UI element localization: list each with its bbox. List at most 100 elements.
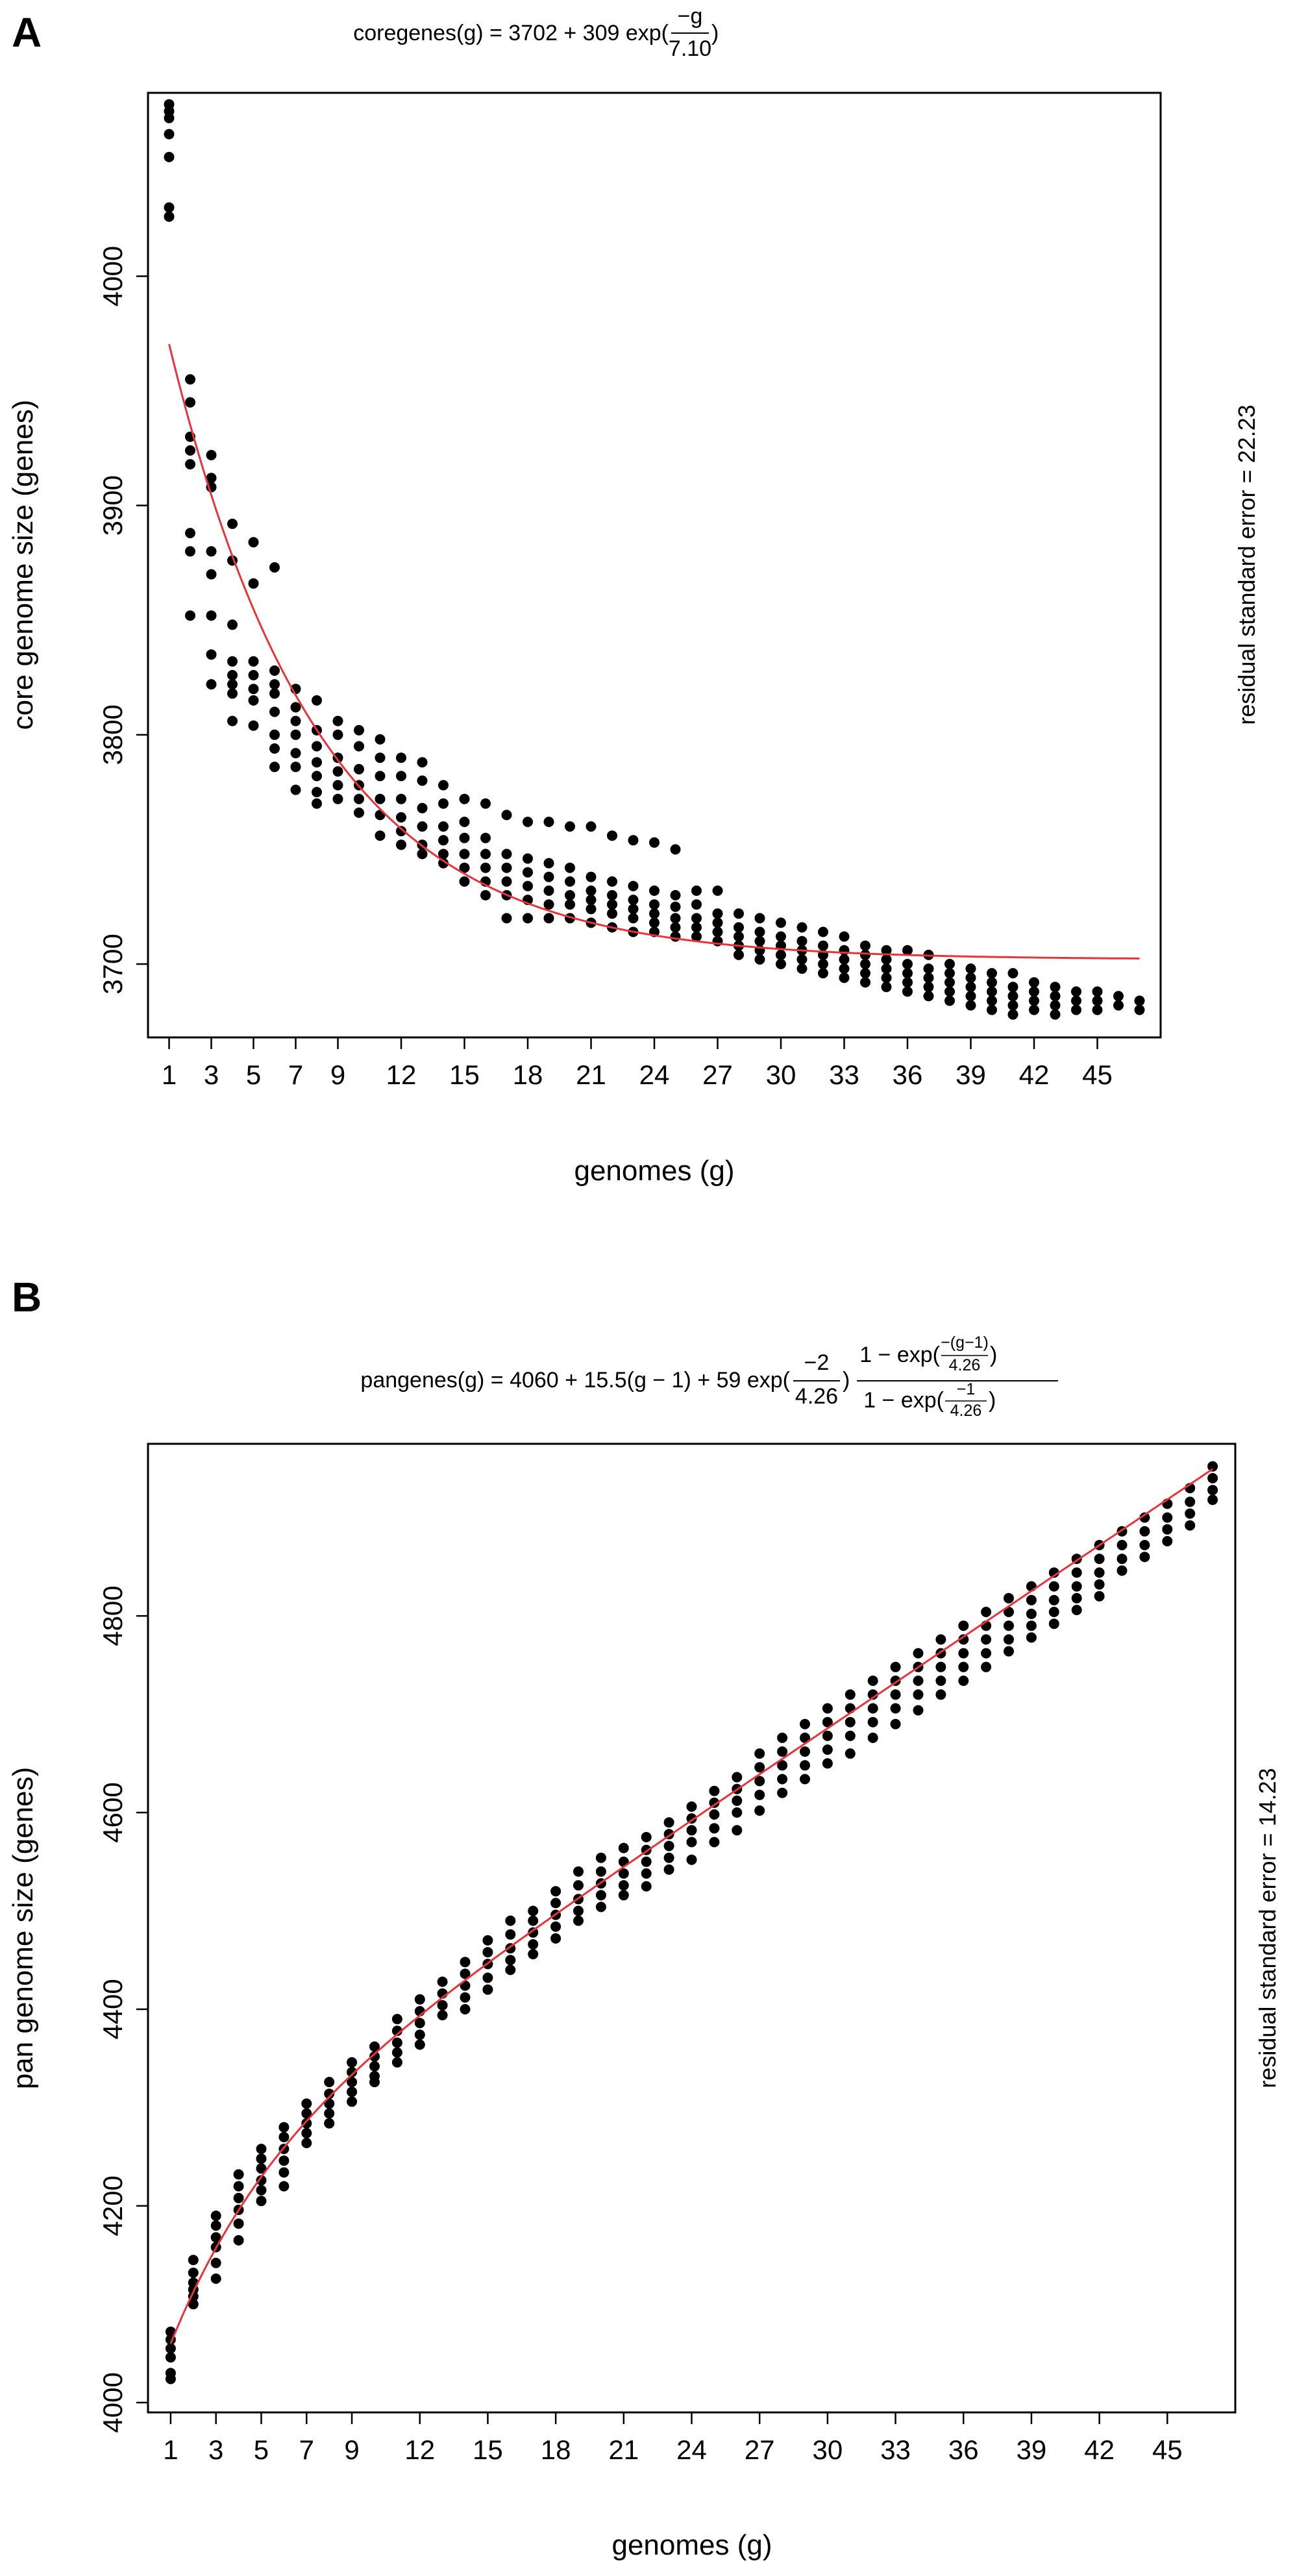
panel-a-data-point xyxy=(754,913,765,924)
panel-a-data-point xyxy=(628,904,639,915)
panel-b-data-point xyxy=(391,2014,402,2025)
panel-a-data-point xyxy=(312,695,322,706)
panel-b-data-point xyxy=(777,1760,788,1771)
panel-a-data-point xyxy=(987,1004,997,1015)
panel-b-data-point xyxy=(935,1676,946,1686)
panel-b-x-tick-label: 45 xyxy=(1152,2434,1183,2465)
panel-a-x-tick-label: 42 xyxy=(1019,1059,1050,1090)
panel-b-data-point xyxy=(324,2077,335,2088)
panel-a-data-point xyxy=(206,679,217,690)
panel-b-data-point xyxy=(822,1744,833,1755)
panel-a-data-point xyxy=(565,821,575,832)
panel-b-data-point xyxy=(867,1732,878,1743)
panel-a-data-point xyxy=(227,670,238,680)
panel-a-data-point xyxy=(628,895,639,906)
panel-b-data-point xyxy=(1139,1526,1150,1537)
panel-b-data-point xyxy=(347,2077,358,2088)
panel-b-ratio-numerator-b: ) xyxy=(990,1343,997,1367)
panel-b-data-point xyxy=(1207,1461,1218,1472)
panel-a-data-point xyxy=(396,752,406,763)
panel-a-data-point xyxy=(375,830,386,841)
panel-a-data-point xyxy=(523,867,533,878)
panel-b-data-point xyxy=(1185,1496,1196,1507)
panel-a-data-point xyxy=(944,986,955,997)
panel-a-data-point xyxy=(248,695,259,706)
panel-a-x-tick-label: 24 xyxy=(639,1059,670,1090)
panel-b-x-axis-label: genomes (g) xyxy=(611,2529,772,2561)
panel-b-data-point xyxy=(301,2118,312,2129)
panel-a-data-point xyxy=(1113,991,1124,1002)
panel-b-data-point xyxy=(618,1842,629,1853)
panel-b-data-point xyxy=(460,2004,471,2014)
panel-b-y-tick-label: 4400 xyxy=(97,1979,128,2039)
panel-b-y-tick-label: 4800 xyxy=(97,1585,128,1646)
panel-a-data-point xyxy=(206,649,217,660)
panel-a-data-point xyxy=(818,940,828,951)
panel-a-data-point xyxy=(860,949,870,960)
panel-a-data-point xyxy=(501,810,512,821)
panel-b-data-point xyxy=(800,1746,810,1757)
panel-a-data-point xyxy=(290,702,301,713)
panel-b-data-point xyxy=(414,2039,425,2050)
panel-b-data-point xyxy=(505,1955,516,1966)
panel-b-data-point xyxy=(1026,1620,1037,1631)
panel-a-data-point xyxy=(586,886,597,896)
panel-a-data-point xyxy=(944,968,955,979)
panel-b-data-point xyxy=(1139,1540,1150,1550)
panel-a-data-point xyxy=(628,835,639,846)
panel-a-data-point xyxy=(691,886,702,896)
panel-a-data-point xyxy=(818,926,828,937)
panel-b-equation: pangenes(g) = 4060 + 15.5(g − 1) + 59 ex… xyxy=(360,1333,1058,1420)
panel-a-data-point xyxy=(1113,1000,1124,1011)
panel-b-data-point xyxy=(618,1880,629,1891)
panel-a-data-point xyxy=(375,771,386,782)
panel-a-data-point xyxy=(269,743,280,754)
panel-b-data-point xyxy=(301,2108,312,2119)
panel-b-data-point xyxy=(233,2235,244,2246)
panel-a-data-point xyxy=(354,763,364,774)
panel-b-data-point xyxy=(188,2255,199,2266)
panel-b-ratio-numerator-a: 1 − exp( xyxy=(859,1343,940,1367)
panel-a-data-point xyxy=(734,931,744,942)
panel-b-data-point xyxy=(981,1648,992,1659)
panel-b-data-point xyxy=(278,2122,290,2133)
panel-a-data-point xyxy=(818,968,828,979)
panel-a-data-point xyxy=(796,935,808,947)
panel-a-data-point xyxy=(565,876,575,887)
panel-b-data-point xyxy=(233,2192,244,2203)
panel-a-data-point xyxy=(543,871,554,882)
panel-a-data-point xyxy=(607,876,617,887)
panel-b-data-point xyxy=(210,2257,221,2268)
panel-b-data-point xyxy=(732,1795,743,1806)
panel-b-y-axis-label: pan genome size (genes) xyxy=(7,1767,39,2090)
panel-b-data-point xyxy=(822,1703,833,1714)
panel-a-data-point xyxy=(206,569,217,580)
panel-b-data-point xyxy=(1139,1512,1150,1523)
panel-b-data-point xyxy=(732,1807,743,1818)
panel-a-data-point xyxy=(670,901,681,912)
panel-a-data-point xyxy=(1050,1009,1061,1020)
panel-a-x-tick-label: 5 xyxy=(246,1059,261,1090)
panel-b-data-point xyxy=(165,2343,176,2354)
panel-b-data-point xyxy=(890,1703,901,1714)
panel-b-data-point xyxy=(913,1689,924,1700)
panel-b-data-point xyxy=(1071,1567,1082,1578)
panel-a-data-point xyxy=(944,977,955,988)
panel-a-data-point xyxy=(248,670,259,680)
panel-a-data-point xyxy=(670,922,681,933)
panel-b-data-point xyxy=(369,2077,380,2088)
panel-a-data-point xyxy=(438,780,449,791)
panel-a-data-point xyxy=(164,151,175,162)
panel-b-data-point xyxy=(460,1968,471,1979)
panel-b-data-point xyxy=(1048,1607,1059,1617)
panel-b-x-tick-label: 30 xyxy=(813,2434,843,2465)
panel-b-data-point xyxy=(663,1852,674,1863)
panel-a-data-point xyxy=(290,715,301,726)
panel-b-data-point xyxy=(754,1762,765,1773)
panel-a-data-point xyxy=(1071,995,1081,1006)
panel-a-data-point xyxy=(523,817,533,827)
panel-b-data-point xyxy=(573,1905,584,1916)
panel-b-data-point xyxy=(391,2047,402,2058)
panel-a-data-point xyxy=(1007,1000,1018,1011)
panel-a-data-point xyxy=(586,871,597,882)
